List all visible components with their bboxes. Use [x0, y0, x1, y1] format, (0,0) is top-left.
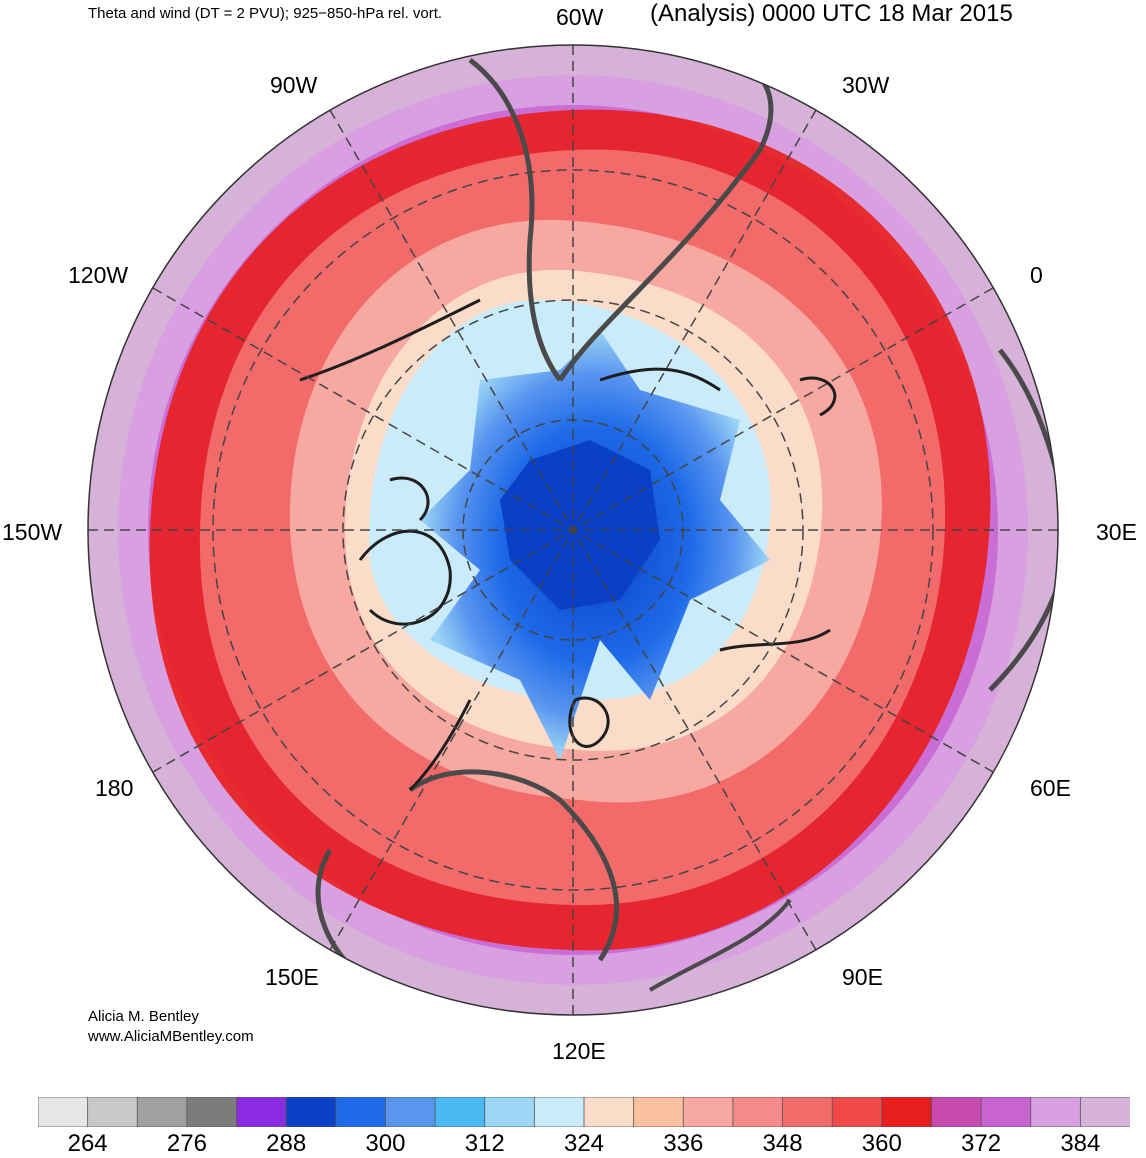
colorbar-swatch: [38, 1097, 89, 1127]
colorbar-swatch: [335, 1097, 387, 1127]
colorbar-tick-label: 324: [563, 1130, 605, 1157]
colorbar-swatch: [831, 1097, 883, 1127]
lon-label-120w: 120W: [68, 262, 129, 288]
colorbar-swatch: [881, 1097, 933, 1127]
lon-label-150e: 150E: [265, 964, 319, 990]
colorbar-swatch: [533, 1097, 585, 1127]
colorbar-tick-label: 300: [365, 1130, 406, 1157]
lon-label-60w: 60W: [556, 4, 604, 30]
colorbar-swatch: [633, 1097, 685, 1127]
map-border: [87, 44, 1059, 1016]
colorbar-tick-label: 348: [762, 1130, 803, 1157]
lon-label-30e: 30E: [1096, 519, 1137, 545]
colorbar-swatch: [782, 1097, 834, 1127]
lon-label-60e: 60E: [1030, 775, 1071, 801]
colorbar-swatch: [236, 1097, 288, 1127]
colorbar-tick-label: 312: [464, 1130, 505, 1157]
credit-website: www.AliciaMBentley.com: [88, 1028, 254, 1045]
colorbar-swatch: [682, 1097, 734, 1127]
graticule: [88, 45, 1058, 1015]
colorbar-swatch: [87, 1097, 139, 1127]
credit-author: Alicia M. Bentley: [88, 1008, 199, 1025]
polar-map: [87, 44, 1059, 1016]
colorbar-swatch: [136, 1097, 188, 1127]
lon-label-90w: 90W: [270, 72, 318, 98]
colorbar-swatch: [583, 1097, 635, 1127]
colorbar-tick-label: 276: [166, 1130, 207, 1157]
colorbar: [38, 1097, 1130, 1127]
theta-field: [88, 45, 1058, 1015]
colorbar-swatch: [1030, 1097, 1082, 1127]
map-title-left: Theta and wind (DT = 2 PVU); 925−850-hPa…: [88, 5, 443, 22]
colorbar-swatch: [484, 1097, 536, 1127]
lon-label-120e: 120E: [552, 1038, 606, 1064]
colorbar-tick-label: 336: [663, 1130, 704, 1157]
lon-label-180: 180: [95, 775, 134, 801]
colorbar-swatch: [434, 1097, 486, 1127]
map-title-right: (Analysis) 0000 UTC 18 Mar 2015: [650, 0, 1013, 27]
colorbar-swatch: [186, 1097, 238, 1127]
colorbar-swatch: [1079, 1097, 1130, 1127]
colorbar-tick-label: 264: [67, 1130, 108, 1157]
colorbar-swatch: [931, 1097, 982, 1127]
lon-label-90e: 90E: [842, 964, 883, 990]
colorbar-swatch: [385, 1097, 436, 1127]
lon-label-0: 0: [1030, 262, 1043, 288]
colorbar-swatch: [285, 1097, 337, 1127]
colorbar-tick-label: 360: [861, 1130, 902, 1157]
lon-label-30w: 30W: [842, 72, 890, 98]
colorbar-tick-label: 288: [266, 1130, 307, 1157]
lon-label-150w: 150W: [2, 519, 63, 545]
colorbar-tick-label: 372: [961, 1130, 1002, 1157]
colorbar-swatch: [980, 1097, 1032, 1127]
colorbar-swatch: [732, 1097, 784, 1127]
colorbar-tick-label: 384: [1060, 1130, 1101, 1157]
